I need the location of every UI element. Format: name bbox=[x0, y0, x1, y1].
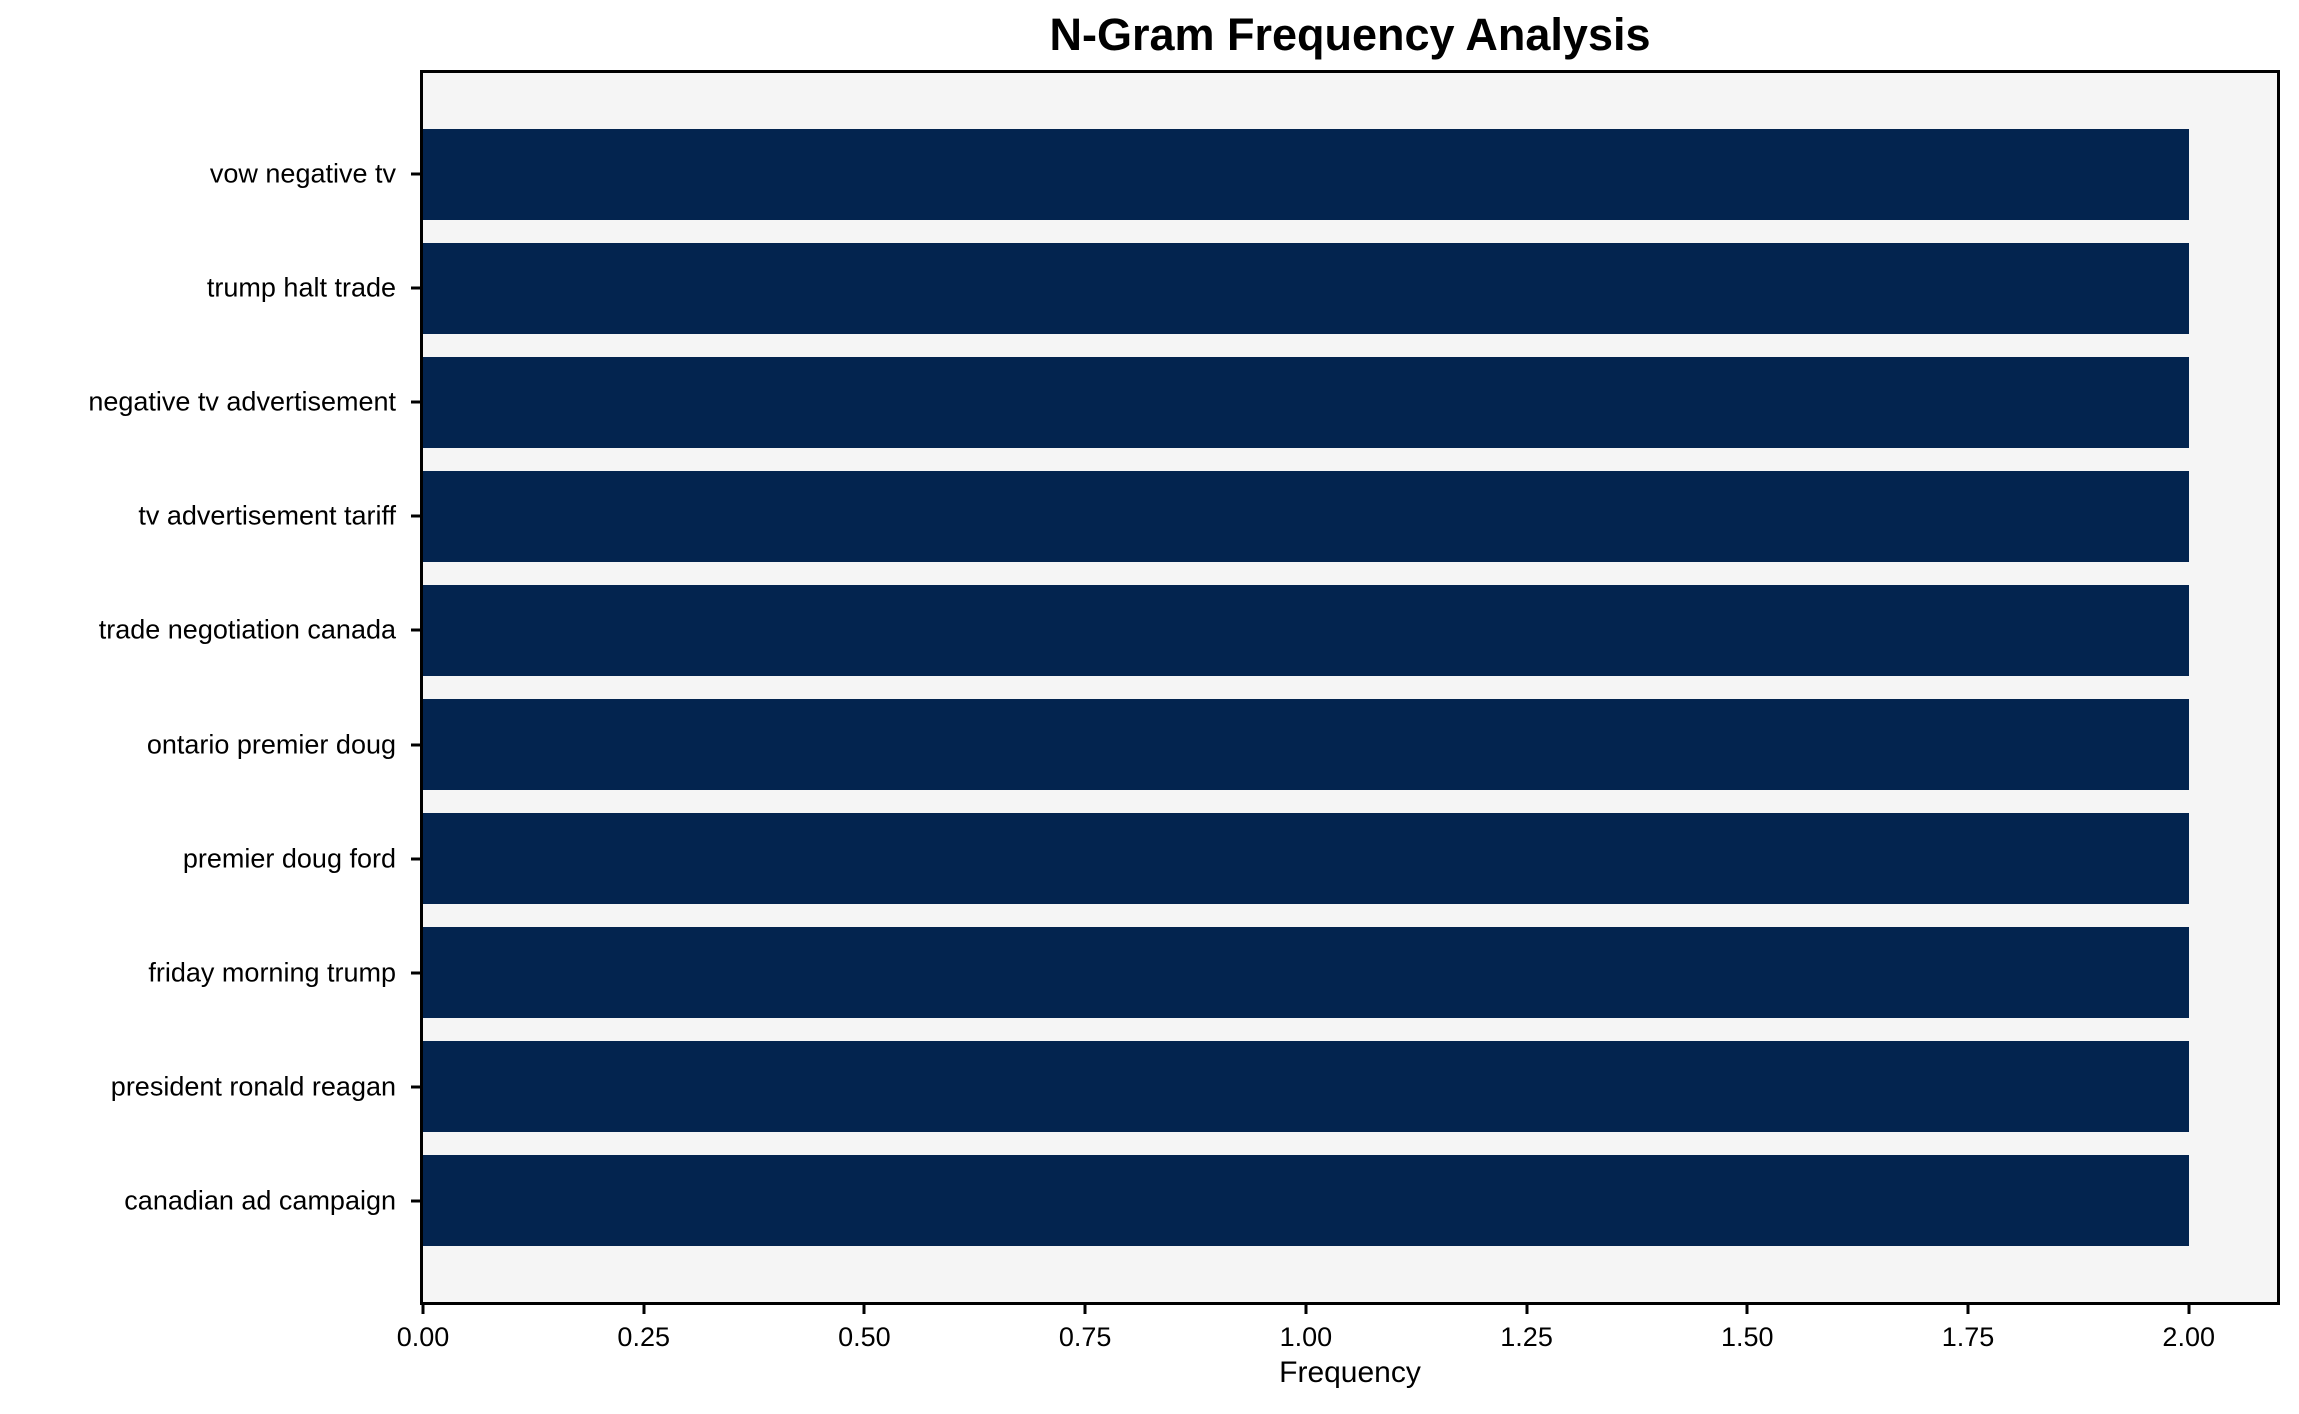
y-tick-label: trade negotiation canada bbox=[98, 614, 396, 645]
x-tick-mark bbox=[1525, 1305, 1529, 1314]
y-tick-mark bbox=[411, 628, 420, 632]
bar bbox=[423, 1154, 2189, 1247]
x-axis-title: Frequency bbox=[1279, 1356, 1421, 1389]
chart-title: N-Gram Frequency Analysis bbox=[1049, 9, 1651, 60]
y-tick-label: canadian ad campaign bbox=[124, 1185, 396, 1216]
bar bbox=[423, 812, 2189, 905]
x-tick-label: 0.25 bbox=[617, 1322, 670, 1352]
y-tick-label: premier doug ford bbox=[182, 843, 396, 873]
x-tick-mark bbox=[862, 1305, 866, 1314]
x-tick-mark bbox=[1304, 1305, 1308, 1314]
x-tick-label: 0.75 bbox=[1058, 1322, 1112, 1352]
y-tick-mark bbox=[411, 514, 420, 518]
y-axis: vow negative tv trump halt trade negative … bbox=[0, 73, 420, 1302]
x-tick-label: 1.75 bbox=[1941, 1322, 1995, 1352]
x-tick-mark bbox=[2187, 1305, 2191, 1314]
bar bbox=[423, 242, 2189, 335]
y-tick-label: friday morning trump bbox=[148, 957, 396, 988]
y-tick-mark bbox=[411, 857, 420, 860]
x-tick-mark bbox=[421, 1305, 425, 1314]
y-tick-label: negative tv advertisement bbox=[88, 386, 396, 417]
x-tick-mark bbox=[1083, 1305, 1087, 1314]
y-tick-mark bbox=[411, 1199, 420, 1203]
bar bbox=[423, 698, 2189, 791]
bar bbox=[423, 128, 2189, 221]
y-tick-mark bbox=[411, 286, 420, 290]
y-tick-mark bbox=[411, 1085, 420, 1089]
y-tick-label: trump halt trade bbox=[206, 272, 396, 303]
y-tick-mark bbox=[411, 400, 420, 404]
x-tick-label: 0.00 bbox=[396, 1322, 450, 1352]
x-tick-label: 2.00 bbox=[2162, 1322, 2215, 1352]
bar bbox=[423, 356, 2189, 449]
x-tick-label: 1.50 bbox=[1721, 1322, 1774, 1352]
plot-area bbox=[420, 70, 2280, 1305]
x-tick-label: 1.00 bbox=[1279, 1322, 1333, 1352]
bar bbox=[423, 584, 2189, 677]
y-tick-label: tv advertisement tariff bbox=[138, 500, 396, 531]
y-tick-label: ontario premier doug bbox=[146, 729, 396, 759]
y-tick-label: president ronald reagan bbox=[110, 1071, 396, 1102]
x-tick-mark bbox=[1745, 1305, 1749, 1314]
bar bbox=[423, 470, 2189, 563]
x-tick-mark bbox=[1966, 1305, 1970, 1314]
bar bbox=[423, 926, 2189, 1019]
x-tick-label: 1.25 bbox=[1500, 1322, 1553, 1352]
bar bbox=[423, 1040, 2189, 1133]
y-tick-mark bbox=[411, 743, 420, 746]
y-tick-mark bbox=[411, 172, 420, 176]
y-tick-label: vow negative tv bbox=[209, 158, 396, 189]
x-tick-mark bbox=[642, 1305, 646, 1314]
x-axis: 0.00 0.25 0.50 0.75 1.00 1.25 1.50 1.75 2.00 bbox=[397, 1305, 2277, 1365]
x-tick-label: 0.50 bbox=[838, 1322, 891, 1352]
y-tick-mark bbox=[411, 971, 420, 975]
